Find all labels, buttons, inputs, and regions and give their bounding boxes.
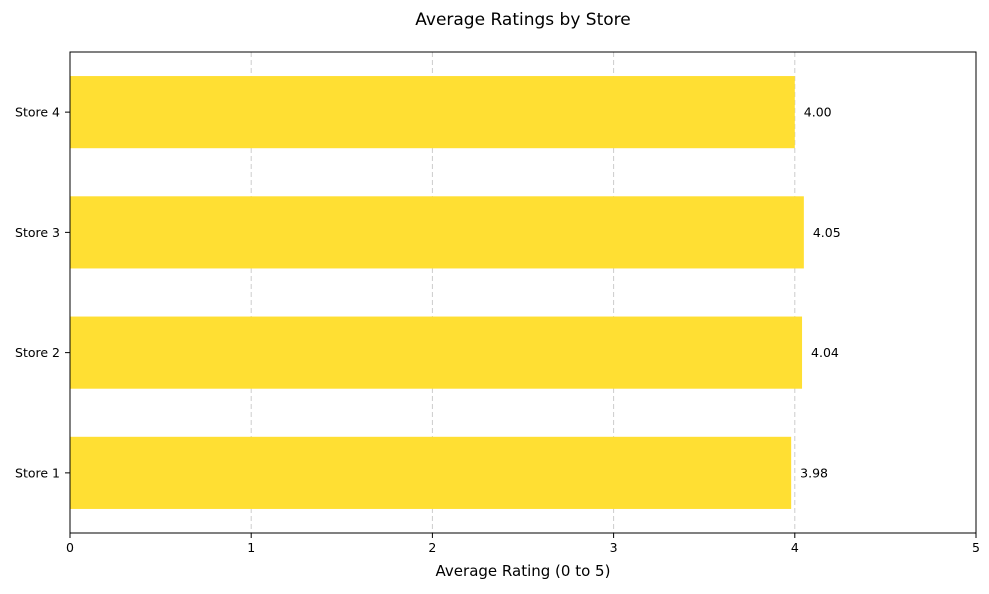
data-labels: 3.98 4.04 4.05 4.00	[800, 105, 841, 481]
plot-frame	[69, 51, 977, 534]
bar-store-4	[70, 76, 795, 149]
x-tick-label-3: 3	[610, 540, 618, 555]
bar-store-3	[70, 196, 804, 269]
x-tick-label-4: 4	[791, 540, 799, 555]
x-axis-label: Average Rating (0 to 5)	[436, 562, 611, 580]
x-tick-label-5: 5	[972, 540, 980, 555]
chart-title: Average Ratings by Store	[415, 10, 630, 30]
y-tick-label-3: Store 4	[15, 105, 60, 120]
data-label-2: 4.04	[811, 345, 839, 360]
y-tick-label-2: Store 3	[15, 225, 60, 240]
y-axis-ticks: Store 1 Store 2 Store 3 Store 4	[15, 105, 70, 480]
bar-store-1	[70, 436, 792, 509]
y-tick-label-1: Store 2	[15, 345, 60, 360]
bars	[70, 76, 804, 509]
data-label-4: 4.00	[804, 105, 832, 120]
x-axis-ticks: 0 1 2 3 4 5	[66, 533, 980, 555]
x-tick-label-2: 2	[428, 540, 436, 555]
bar-store-2	[70, 316, 803, 389]
x-tick-label-0: 0	[66, 540, 74, 555]
y-tick-label-0: Store 1	[15, 465, 60, 480]
data-label-1: 3.98	[800, 465, 828, 480]
x-tick-label-1: 1	[247, 540, 255, 555]
data-label-3: 4.05	[813, 225, 841, 240]
